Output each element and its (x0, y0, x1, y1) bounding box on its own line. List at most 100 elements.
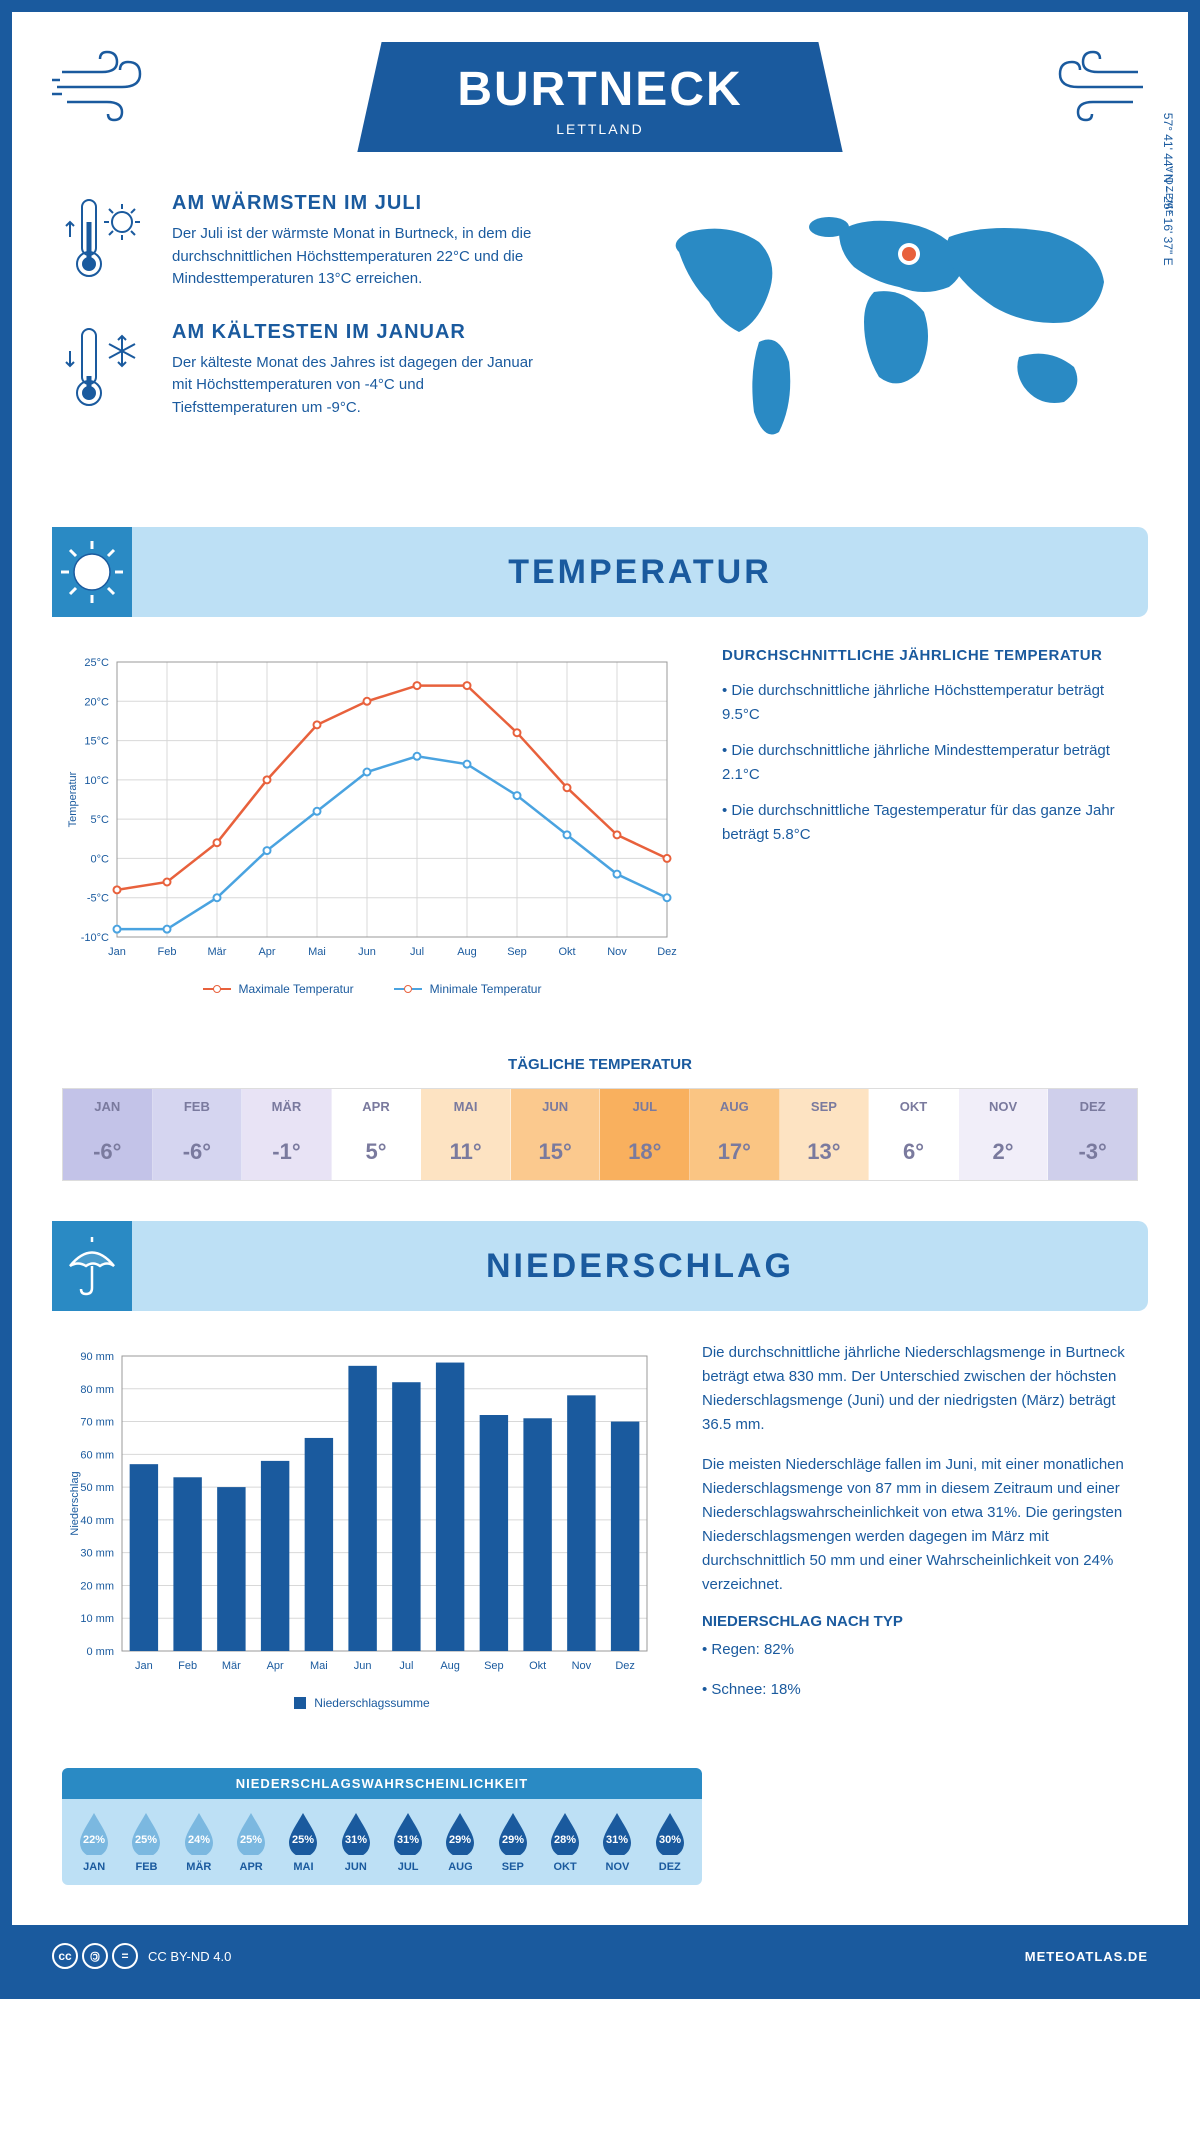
precip-p2: Die meisten Niederschläge fallen im Juni… (702, 1453, 1138, 1597)
license-text: CC BY-ND 4.0 (148, 1949, 231, 1964)
precip-type-title: NIEDERSCHLAG NACH TYP (702, 1613, 1138, 1630)
prob-cell: 31%JUN (330, 1811, 382, 1873)
daily-temp-cell: NOV2° (959, 1089, 1049, 1180)
svg-text:Nov: Nov (572, 1660, 592, 1672)
cc-icon: cc (52, 1943, 78, 1969)
svg-text:Mai: Mai (310, 1660, 328, 1672)
svg-text:Jun: Jun (358, 946, 376, 958)
daily-temp-cell: MÄR-1° (242, 1089, 332, 1180)
daily-temp-cell: AUG17° (690, 1089, 780, 1180)
svg-text:20°C: 20°C (84, 696, 109, 708)
prob-cell: 31%NOV (591, 1811, 643, 1873)
header: BURTNECK LETTLAND (12, 12, 1188, 162)
svg-text:80 mm: 80 mm (80, 1384, 114, 1396)
daily-temp-cell: JAN-6° (63, 1089, 153, 1180)
map-block: VIDZEME 57° 41' 44" N – 25° 16' 37" E (620, 192, 1138, 477)
svg-text:Jul: Jul (399, 1660, 413, 1672)
by-icon: 🄯 (82, 1943, 108, 1969)
svg-text:Okt: Okt (558, 946, 575, 958)
warmest-title: AM WÄRMSTEN IM JULI (172, 192, 552, 215)
svg-text:Okt: Okt (529, 1660, 546, 1672)
daily-temp-cell: APR5° (332, 1089, 422, 1180)
precip-p1: Die durchschnittliche jährliche Niedersc… (702, 1341, 1138, 1437)
svg-text:Mär: Mär (208, 946, 227, 958)
coldest-text: Der kälteste Monat des Jahres ist dagege… (172, 352, 552, 420)
thermometer-hot-icon (62, 192, 152, 282)
svg-text:29%: 29% (449, 1834, 471, 1846)
svg-text:Mai: Mai (308, 946, 326, 958)
svg-text:31%: 31% (397, 1834, 419, 1846)
svg-text:60 mm: 60 mm (80, 1449, 114, 1461)
prob-cell: 30%DEZ (644, 1811, 696, 1873)
svg-text:28%: 28% (554, 1834, 576, 1846)
svg-text:Feb: Feb (158, 946, 177, 958)
country-name: LETTLAND (457, 121, 742, 137)
svg-text:30 mm: 30 mm (80, 1548, 114, 1560)
thermometer-cold-icon (62, 321, 152, 411)
daily-temp-cell: JUN15° (511, 1089, 601, 1180)
temp-stats-title: DURCHSCHNITTLICHE JÄHRLICHE TEMPERATUR (722, 647, 1138, 664)
prob-cell: 24%MÄR (173, 1811, 225, 1873)
precipitation-text: Die durchschnittliche jährliche Niedersc… (702, 1341, 1138, 1718)
svg-text:25°C: 25°C (84, 657, 109, 669)
precipitation-probability: NIEDERSCHLAGSWAHRSCHEINLICHKEIT 22%JAN25… (62, 1768, 702, 1885)
prob-cell: 29%SEP (487, 1811, 539, 1873)
svg-text:31%: 31% (606, 1834, 628, 1846)
nd-icon: = (112, 1943, 138, 1969)
temperature-line-chart: -10°C-5°C0°C5°C10°C15°C20°C25°CJanFebMär… (62, 647, 682, 996)
cc-icons: cc 🄯 = (52, 1943, 138, 1969)
precip-type-snow: • Schnee: 18% (702, 1678, 1138, 1702)
title-banner: BURTNECK LETTLAND (357, 42, 842, 152)
prob-cell: 25%APR (225, 1811, 277, 1873)
prob-cell: 22%JAN (68, 1811, 120, 1873)
daily-temp-cell: SEP13° (780, 1089, 870, 1180)
svg-text:24%: 24% (188, 1834, 210, 1846)
svg-text:90 mm: 90 mm (80, 1351, 114, 1363)
svg-text:-10°C: -10°C (81, 932, 109, 944)
wind-icon-left (52, 42, 172, 122)
temperature-title: TEMPERATUR (132, 553, 1148, 592)
svg-text:Jun: Jun (354, 1660, 372, 1672)
warmest-block: AM WÄRMSTEN IM JULI Der Juli ist der wär… (62, 192, 580, 291)
svg-text:Aug: Aug (440, 1660, 460, 1672)
svg-text:0 mm: 0 mm (87, 1646, 115, 1658)
legend-min: Minimale Temperatur (430, 982, 542, 996)
svg-text:Nov: Nov (607, 946, 627, 958)
info-section: AM WÄRMSTEN IM JULI Der Juli ist der wär… (12, 162, 1188, 507)
svg-text:Jan: Jan (135, 1660, 153, 1672)
daily-temp-cell: JUL18° (600, 1089, 690, 1180)
svg-text:10 mm: 10 mm (80, 1613, 114, 1625)
daily-temp-cell: FEB-6° (153, 1089, 243, 1180)
coldest-title: AM KÄLTESTEN IM JANUAR (172, 321, 552, 344)
svg-text:70 mm: 70 mm (80, 1417, 114, 1429)
temp-stat-1: • Die durchschnittliche jährliche Höchst… (722, 679, 1138, 727)
daily-temp-cell: OKT6° (869, 1089, 959, 1180)
svg-text:Mär: Mär (222, 1660, 241, 1672)
svg-text:22%: 22% (83, 1834, 105, 1846)
svg-text:Dez: Dez (657, 946, 677, 958)
svg-text:5°C: 5°C (91, 814, 110, 826)
footer: cc 🄯 = CC BY-ND 4.0 METEOATLAS.DE (12, 1925, 1188, 1987)
svg-text:50 mm: 50 mm (80, 1482, 114, 1494)
site-name: METEOATLAS.DE (1025, 1949, 1148, 1964)
temperature-stats: DURCHSCHNITTLICHE JÄHRLICHE TEMPERATUR •… (722, 647, 1138, 996)
svg-text:Jul: Jul (410, 946, 424, 958)
prob-title: NIEDERSCHLAGSWAHRSCHEINLICHKEIT (62, 1768, 702, 1799)
temp-stat-3: • Die durchschnittliche Tagestemperatur … (722, 799, 1138, 847)
svg-text:29%: 29% (502, 1834, 524, 1846)
svg-text:30%: 30% (659, 1834, 681, 1846)
sun-icon (57, 537, 127, 607)
prob-cell: 29%AUG (434, 1811, 486, 1873)
prob-cell: 25%FEB (120, 1811, 172, 1873)
temp-stat-2: • Die durchschnittliche jährliche Mindes… (722, 739, 1138, 787)
svg-text:Jan: Jan (108, 946, 126, 958)
precip-type-rain: • Regen: 82% (702, 1638, 1138, 1662)
prob-cell: 28%OKT (539, 1811, 591, 1873)
temperature-section-header: TEMPERATUR (52, 527, 1148, 617)
coldest-block: AM KÄLTESTEN IM JANUAR Der kälteste Mona… (62, 321, 580, 420)
svg-text:Dez: Dez (615, 1660, 635, 1672)
umbrella-icon (60, 1234, 125, 1299)
prob-cell: 25%MAI (277, 1811, 329, 1873)
daily-temp-table: JAN-6°FEB-6°MÄR-1°APR5°MAI11°JUN15°JUL18… (62, 1088, 1138, 1181)
svg-text:10°C: 10°C (84, 775, 109, 787)
